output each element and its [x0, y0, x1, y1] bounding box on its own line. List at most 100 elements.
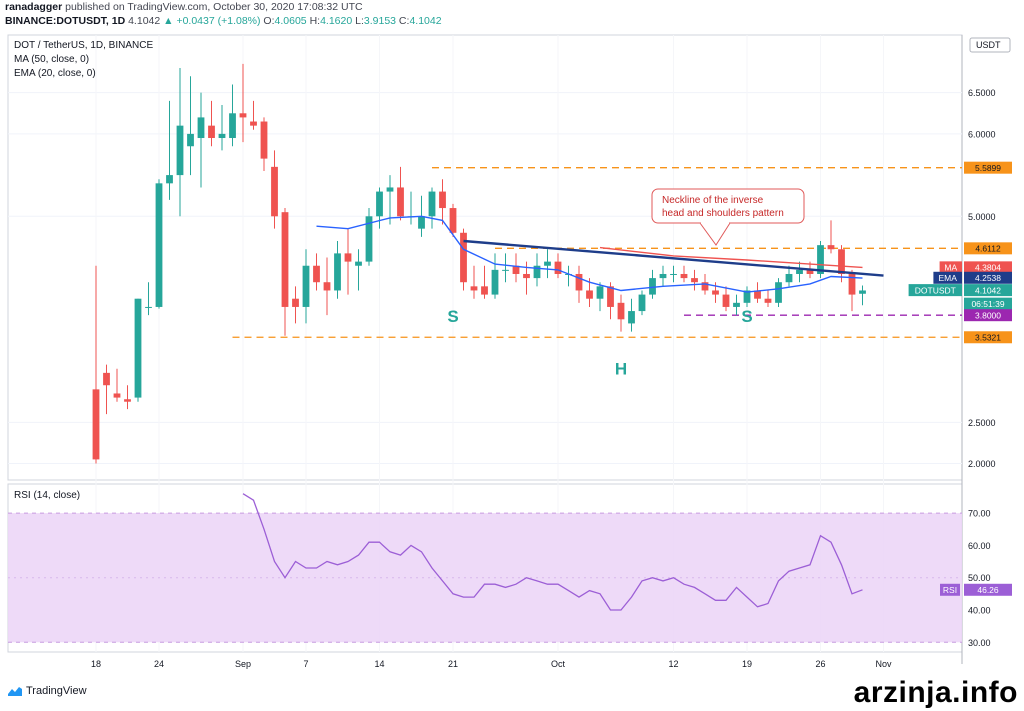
price-tag[interactable] [964, 271, 1012, 284]
bearish-candle[interactable] [260, 121, 268, 159]
bearish-candle[interactable] [607, 286, 614, 307]
bearish-candle[interactable] [92, 389, 100, 460]
bullish-candle[interactable] [544, 261, 551, 266]
bullish-candle[interactable] [733, 302, 740, 307]
bullish-candle[interactable] [628, 311, 635, 324]
bullish-candle[interactable] [365, 216, 373, 262]
bearish-candle[interactable] [313, 265, 320, 283]
bearish-candle[interactable] [271, 166, 278, 217]
bearish-candle[interactable] [523, 273, 530, 279]
price-tag[interactable] [964, 331, 1012, 344]
bearish-candle[interactable] [208, 125, 215, 139]
ema20-line[interactable] [316, 215, 863, 293]
rsi-tag[interactable] [964, 583, 1012, 596]
price-tag[interactable] [964, 261, 1012, 274]
bearish-candle[interactable] [323, 282, 331, 291]
bullish-candle[interactable] [428, 191, 436, 217]
time-tick-label: 19 [742, 659, 752, 669]
bearish-candle[interactable] [806, 269, 814, 274]
callout-pointer-mask [701, 221, 729, 224]
bullish-candle[interactable] [145, 306, 152, 308]
high-value: 4.1620 [320, 15, 353, 27]
bearish-candle[interactable] [292, 298, 299, 307]
bullish-candle[interactable] [355, 261, 362, 266]
bearish-candle[interactable] [680, 273, 688, 279]
ma-legend[interactable]: MA (50, close, 0) [14, 54, 89, 65]
bearish-candle[interactable] [691, 278, 698, 283]
bearish-candle[interactable] [554, 261, 562, 274]
bullish-candle[interactable] [334, 253, 341, 291]
price-tag[interactable] [964, 309, 1012, 322]
bearish-candle[interactable] [281, 212, 289, 307]
bullish-candle[interactable] [197, 117, 205, 139]
bullish-candle[interactable] [533, 265, 541, 279]
bearish-candle[interactable] [103, 372, 110, 386]
price-tag-value: 3.5321 [975, 333, 1001, 343]
bullish-candle[interactable] [218, 133, 226, 139]
bearish-candle[interactable] [439, 191, 446, 209]
price-chart[interactable]: Neckline of the inverse head and shoulder… [0, 0, 1024, 680]
price-tag[interactable] [964, 284, 1012, 297]
bearish-candle[interactable] [848, 273, 856, 295]
bullish-candle[interactable] [649, 278, 656, 295]
bullish-candle[interactable] [134, 298, 142, 398]
rsi-tick-label: 50.00 [968, 573, 991, 583]
bullish-candle[interactable] [796, 269, 803, 274]
bullish-candle[interactable] [187, 133, 194, 147]
bearish-candle[interactable] [239, 113, 247, 118]
bullish-candle[interactable] [659, 273, 667, 279]
bullish-candle[interactable] [859, 290, 866, 294]
bullish-candle[interactable] [302, 265, 310, 307]
bearish-candle[interactable] [722, 294, 730, 307]
bearish-candle[interactable] [113, 393, 121, 398]
bearish-candle[interactable] [575, 273, 583, 291]
bearish-candle[interactable] [586, 290, 593, 299]
rsi-legend[interactable]: RSI (14, close) [14, 490, 80, 501]
bullish-candle[interactable] [386, 187, 394, 192]
bullish-candle[interactable] [502, 269, 509, 271]
bearish-candle[interactable] [712, 290, 719, 295]
price-tag[interactable] [964, 297, 1012, 310]
bearish-candle[interactable] [827, 245, 835, 250]
tradingview-logo[interactable]: TradingView [8, 685, 87, 697]
ma50-line[interactable] [599, 246, 863, 269]
bullish-candle[interactable] [491, 269, 499, 295]
publisher-name[interactable]: ranadagger [5, 1, 63, 13]
price-tag[interactable] [964, 242, 1012, 255]
currency-unit[interactable]: USDT [976, 40, 1001, 50]
bullish-candle[interactable] [176, 125, 184, 176]
bullish-candle[interactable] [785, 273, 793, 283]
bullish-candle[interactable] [638, 294, 646, 312]
rsi-line[interactable] [242, 493, 863, 611]
bearish-candle[interactable] [481, 286, 488, 295]
bullish-candle[interactable] [418, 216, 425, 229]
bearish-candle[interactable] [617, 302, 625, 320]
bearish-candle[interactable] [470, 286, 478, 291]
bullish-candle[interactable] [166, 175, 173, 184]
bearish-candle[interactable] [764, 298, 772, 303]
bullish-candle[interactable] [155, 183, 163, 307]
neckline-trendline[interactable] [463, 239, 884, 277]
time-tick-label: Nov [875, 659, 892, 669]
bearish-candle[interactable] [124, 399, 131, 402]
bullish-candle[interactable] [817, 245, 824, 274]
bearish-candle[interactable] [397, 187, 404, 217]
rsi-tick-label: 40.00 [968, 606, 991, 616]
bullish-candle[interactable] [743, 290, 751, 303]
bearish-candle[interactable] [449, 208, 457, 233]
bearish-candle[interactable] [460, 232, 467, 283]
bearish-candle[interactable] [344, 253, 352, 262]
rsi-tick-label: 60.00 [968, 541, 991, 551]
bearish-candle[interactable] [838, 249, 845, 274]
bullish-candle[interactable] [229, 113, 236, 139]
price-tag[interactable] [964, 161, 1012, 174]
ema-legend[interactable]: EMA (20, close, 0) [14, 68, 96, 79]
bullish-candle[interactable] [775, 282, 782, 303]
bearish-candle[interactable] [701, 282, 709, 291]
bearish-candle[interactable] [250, 121, 257, 126]
bullish-candle[interactable] [376, 191, 383, 217]
bearish-candle[interactable] [754, 290, 761, 299]
bearish-candle[interactable] [512, 265, 520, 274]
bullish-candle[interactable] [596, 286, 604, 299]
bullish-candle[interactable] [670, 273, 677, 275]
